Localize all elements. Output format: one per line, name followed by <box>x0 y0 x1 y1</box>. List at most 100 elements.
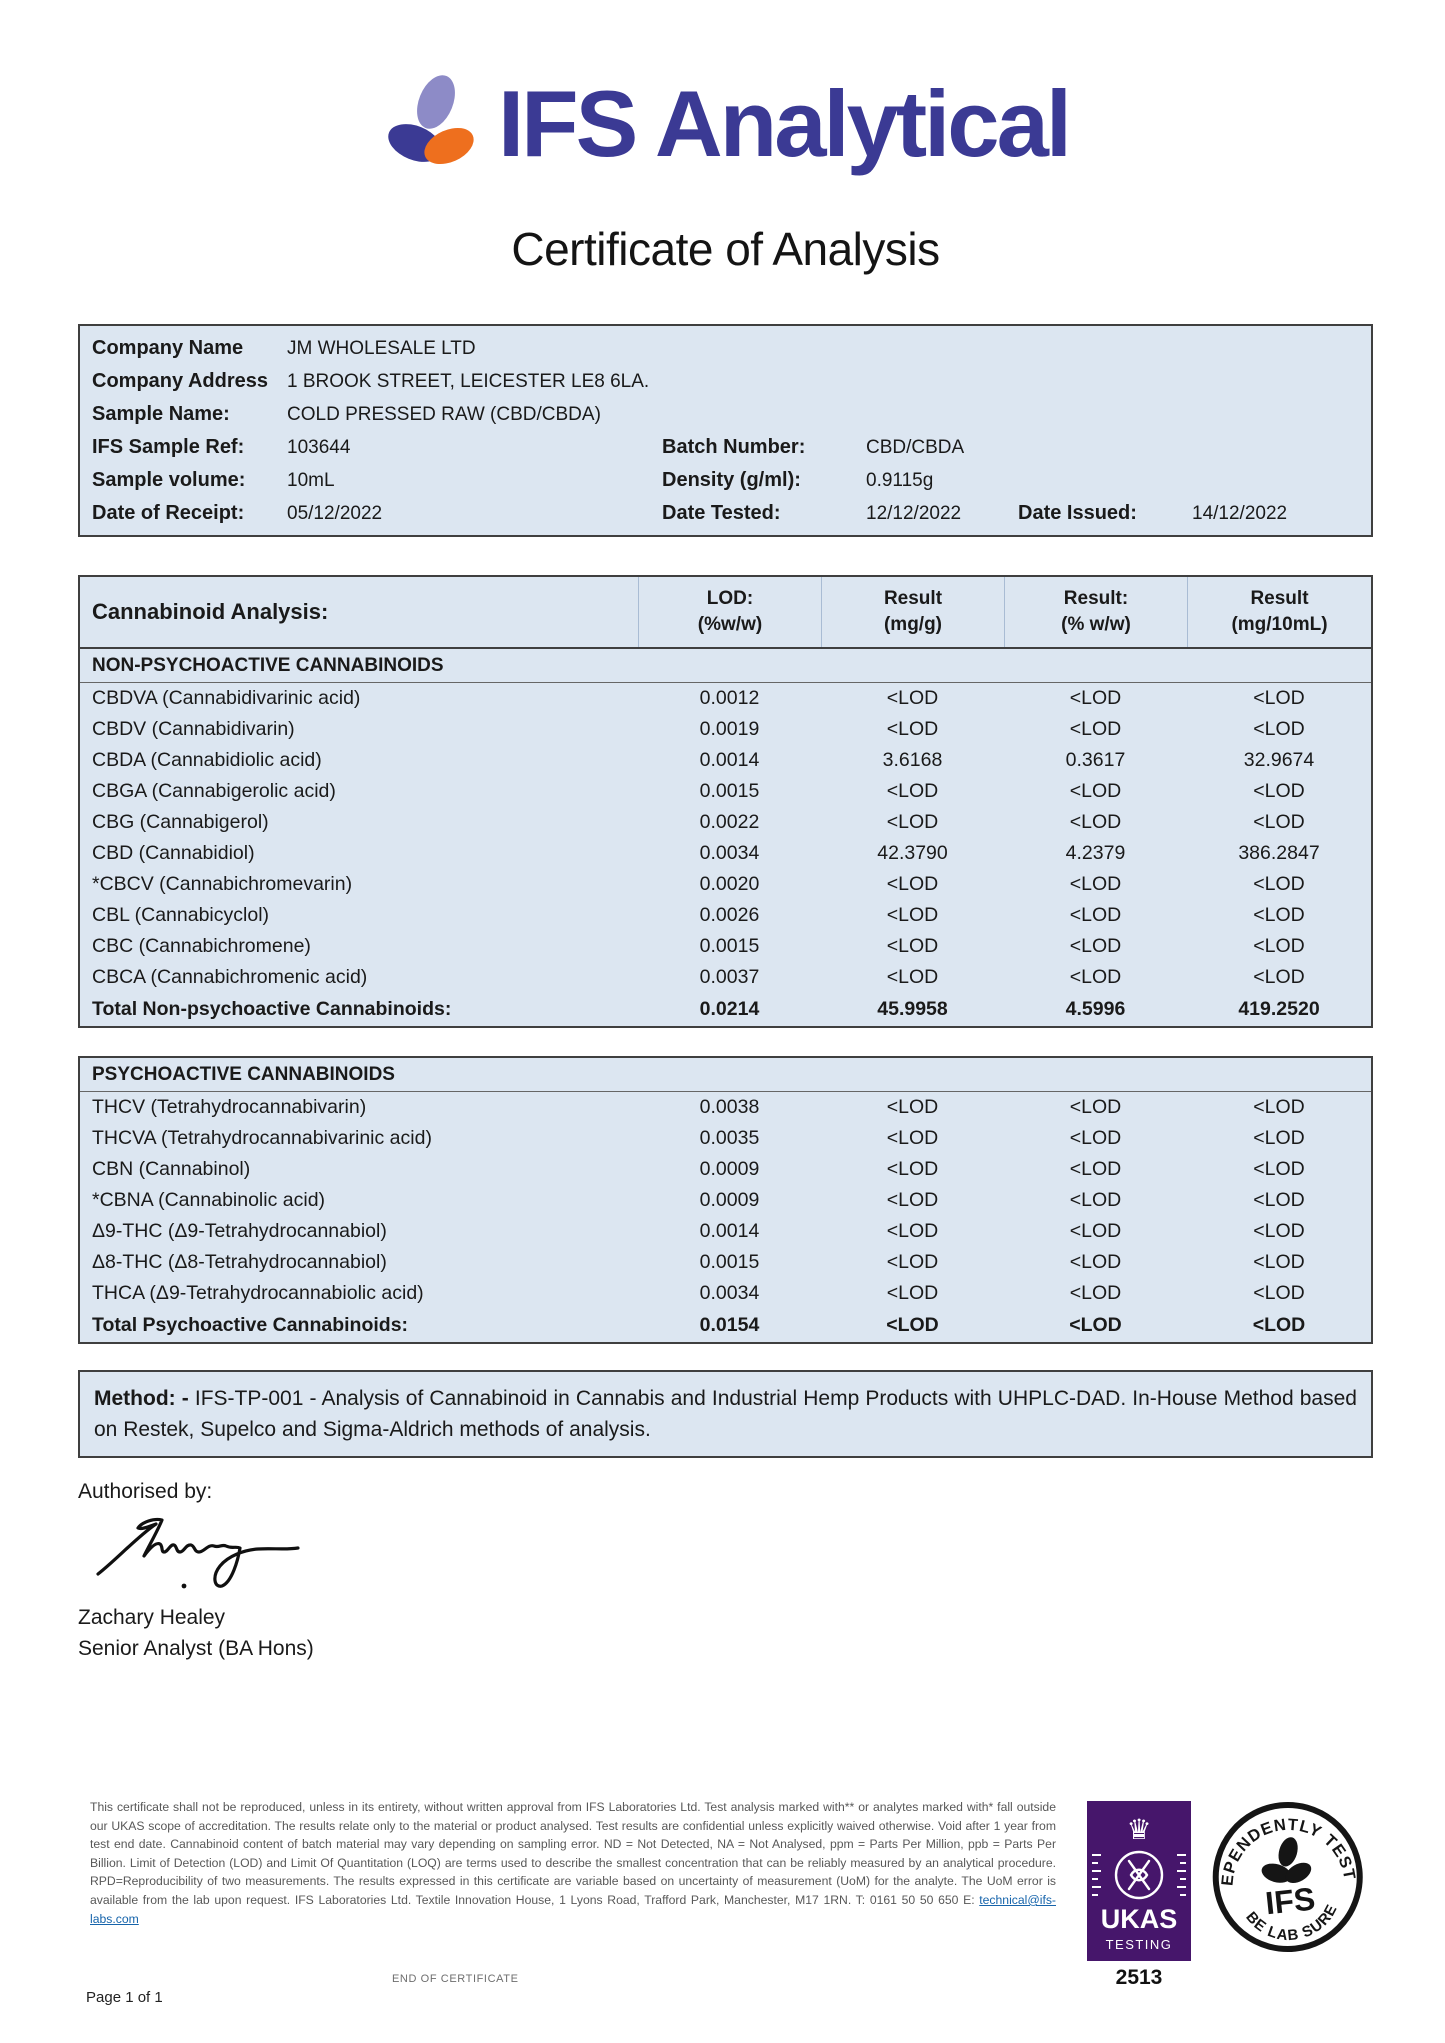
table-row: CBCA (Cannabichromenic acid) 0.0037 <LOD <L… <box>80 962 1371 993</box>
info-value: 1 BROOK STREET, LEICESTER LE8 6LA. <box>287 370 650 392</box>
value-cell: <LOD <box>1253 718 1305 740</box>
value-cell: <LOD <box>1253 780 1305 802</box>
total-value-cell: 0.0214 <box>699 998 760 1020</box>
value-cell: <LOD <box>886 935 939 957</box>
analyte-name-cell: CBD (Cannabidiol) <box>92 842 255 864</box>
analyte-name-cell: CBCA (Cannabichromenic acid) <box>92 966 368 988</box>
table-row: THCA (Δ9-Tetrahydrocannabiolic acid) 0.00… <box>80 1278 1371 1309</box>
value-cell: 0.0019 <box>699 718 760 740</box>
value-cell: 32.9674 <box>1243 749 1315 771</box>
table-total-row: Total Non-psychoactive Cannabinoids: 0.02… <box>80 993 1371 1026</box>
value-cell: <LOD <box>1253 1220 1305 1242</box>
info-label: Date Tested: <box>662 502 781 524</box>
table-row: *CBCV (Cannabichromevarin) 0.0020 <LOD <LOD… <box>80 869 1371 900</box>
value-cell: 42.3790 <box>877 842 948 864</box>
table-row: CBDV (Cannabidivarin) 0.0019 <LOD <LOD <LOD <box>80 714 1371 745</box>
analyte-name-cell: *CBCV (Cannabichromevarin) <box>92 873 353 895</box>
authorised-by-heading: Authorised by: <box>78 1480 213 1503</box>
analyte-name-cell: CBDV (Cannabidivarin) <box>92 718 295 740</box>
certificate-content: IFS Analytical Certificate of Analysis C… <box>78 0 1373 1664</box>
table-row: CBN (Cannabinol) 0.0009 <LOD <LOD <LOD <box>80 1154 1371 1185</box>
value-cell: 0.0015 <box>699 1251 760 1273</box>
value-cell: <LOD <box>1069 718 1122 740</box>
method-text: IFS-TP-001 - Analysis of Cannabinoid in … <box>94 1387 1357 1441</box>
value-cell: <LOD <box>1253 1251 1305 1273</box>
analyte-name-cell: CBDA (Cannabidiolic acid) <box>92 749 322 771</box>
value-cell: <LOD <box>886 1251 939 1273</box>
value-cell: 0.0026 <box>699 904 760 926</box>
crown-icon: ♛ <box>1126 1813 1151 1846</box>
analyte-name-cell: Δ8-THC (Δ8-Tetrahydrocannabiol) <box>92 1251 387 1273</box>
value-cell: <LOD <box>1253 935 1305 957</box>
column-header-result-pct: Result: (% w/w) <box>1004 577 1187 647</box>
brand-name: IFS Analytical <box>498 71 1072 176</box>
value-cell: <LOD <box>886 1158 939 1180</box>
info-row: Company Address 1 BROOK STREET, LEICESTER… <box>80 365 1371 398</box>
psychoactive-table: PSYCHOACTIVE CANNABINOIDS THCV (Tetrahyd… <box>78 1056 1373 1344</box>
value-cell: 0.0015 <box>699 780 760 802</box>
value-cell: <LOD <box>1069 1158 1122 1180</box>
disclaimer-body: This certificate shall not be reproduced… <box>90 1800 1056 1907</box>
column-header-lod: LOD: (%w/w) <box>638 577 821 647</box>
email-link[interactable]: technical@ifs-labs.com <box>90 1892 1056 1926</box>
value-cell: 386.2847 <box>1238 842 1320 864</box>
brand-header: IFS Analytical <box>78 0 1373 180</box>
table-row: CBDVA (Cannabidivarinic acid) 0.0012 <LOD <… <box>80 683 1371 714</box>
analyte-name-cell: THCVA (Tetrahydrocannabivarinic acid) <box>92 1127 432 1149</box>
value-cell: 0.0038 <box>699 1096 760 1118</box>
info-value: JM WHOLESALE LTD <box>287 337 476 359</box>
total-value-cell: 419.2520 <box>1238 998 1320 1020</box>
value-cell: <LOD <box>1069 687 1122 709</box>
info-value: COLD PRESSED RAW (CBD/CBDA) <box>287 403 601 425</box>
analyte-name-cell: THCV (Tetrahydrocannabivarin) <box>92 1096 367 1118</box>
column-header-line: Result <box>883 588 943 609</box>
method-label: Method: - <box>94 1387 189 1410</box>
value-cell: 0.0009 <box>699 1158 760 1180</box>
analyst-name: Zachary Healey <box>78 1606 226 1629</box>
total-label-cell: Total Psychoactive Cannabinoids: <box>92 1314 409 1336</box>
ukas-device-icon <box>1127 1859 1151 1891</box>
info-label: Company Name <box>92 337 244 359</box>
analysis-table-title: Cannabinoid Analysis: <box>92 599 329 624</box>
analyte-name-cell: CBGA (Cannabigerolic acid) <box>92 780 336 802</box>
value-cell: <LOD <box>1253 1127 1305 1149</box>
column-header-line: LOD: <box>706 588 754 609</box>
analyte-name-cell: CBG (Cannabigerol) <box>92 811 269 833</box>
analyst-role: Senior Analyst (BA Hons) <box>78 1637 314 1660</box>
value-cell: 0.0014 <box>699 1220 760 1242</box>
info-row: IFS Sample Ref: 103644 Batch Number: CBD/CB… <box>80 431 1371 464</box>
analyte-name-cell: Δ9-THC (Δ9-Tetrahydrocannabiol) <box>92 1220 387 1242</box>
analyte-name-cell: CBL (Cannabicyclol) <box>92 904 270 926</box>
info-value: 10mL <box>287 469 335 491</box>
stamp-center-text: IFS <box>1264 1880 1317 1921</box>
trefoil-right-ellipse <box>424 127 474 165</box>
value-cell: <LOD <box>886 966 939 988</box>
total-value-cell: <LOD <box>1252 1314 1306 1336</box>
sample-info-table: Company Name JM WHOLESALE LTD Company Addr… <box>78 324 1373 537</box>
ifs-trefoil-logo-icon <box>388 75 474 165</box>
non-psychoactive-rows: CBDVA (Cannabidivarinic acid) 0.0012 <LOD <… <box>80 683 1371 1026</box>
info-row: Date of Receipt: 05/12/2022 Date Tested: 12… <box>80 497 1371 530</box>
table-row: *CBNA (Cannabinolic acid) 0.0009 <LOD <LOD <… <box>80 1185 1371 1216</box>
table-row: CBG (Cannabigerol) 0.0022 <LOD <LOD <LOD <box>80 807 1371 838</box>
info-value: 0.9115g <box>866 469 934 491</box>
column-header-line: Result <box>1250 588 1309 609</box>
info-value: 12/12/2022 <box>866 502 962 524</box>
info-label: Density (g/ml): <box>662 469 801 491</box>
value-cell: <LOD <box>1069 1220 1122 1242</box>
value-cell: 0.0035 <box>699 1127 760 1149</box>
info-value: 103644 <box>287 436 351 458</box>
value-cell: <LOD <box>886 687 939 709</box>
info-value: 14/12/2022 <box>1192 502 1288 524</box>
column-header-line: (%w/w) <box>697 614 763 635</box>
ifs-lab-stamp: INDEPENDENTLY TESTED BE LAB SURE IFS <box>1194 1778 1374 1967</box>
value-cell: <LOD <box>1253 904 1305 926</box>
value-cell: <LOD <box>1253 687 1305 709</box>
signature-block <box>92 1508 1373 1600</box>
analyte-name-cell: CBN (Cannabinol) <box>92 1158 251 1180</box>
value-cell: 0.0022 <box>699 811 760 833</box>
table-row: Δ8-THC (Δ8-Tetrahydrocannabiol) 0.0015 <LO… <box>80 1247 1371 1278</box>
info-row: Sample Name: COLD PRESSED RAW (CBD/CBDA) <box>80 398 1371 431</box>
value-cell: <LOD <box>1253 1282 1305 1304</box>
info-value: 05/12/2022 <box>287 502 383 524</box>
